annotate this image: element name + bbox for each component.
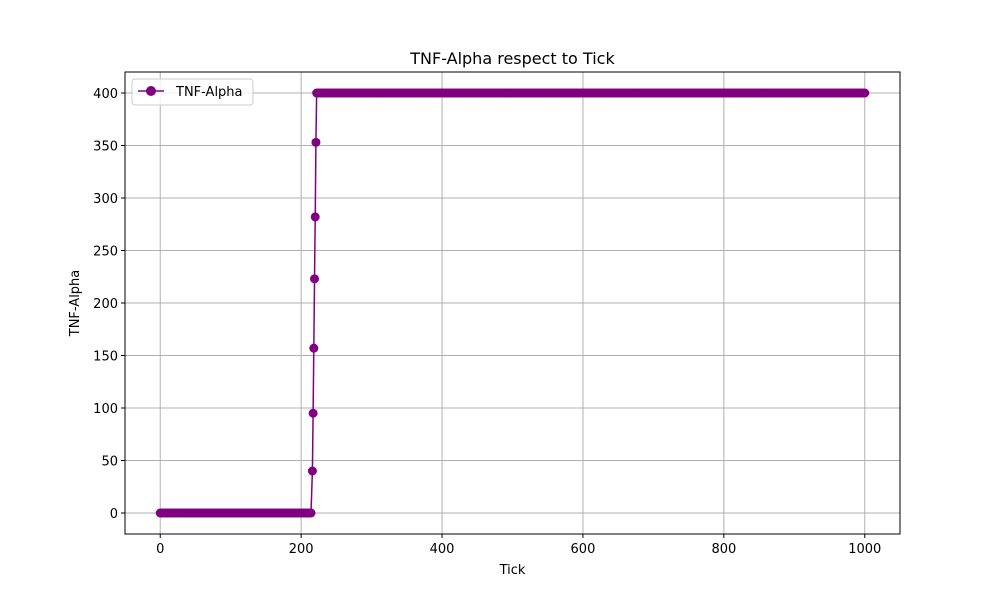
x-tick-label: 800 xyxy=(711,542,736,557)
x-tick-label: 600 xyxy=(571,542,596,557)
legend: TNF-Alpha xyxy=(131,78,254,106)
y-tick-label: 0 xyxy=(110,507,118,522)
data-point xyxy=(308,408,318,418)
data-point xyxy=(860,88,870,98)
y-tick-label: 350 xyxy=(93,140,118,155)
series-layer xyxy=(155,88,870,518)
x-axis-label: Tick xyxy=(499,563,526,578)
y-tick-label: 150 xyxy=(93,350,118,365)
y-tick-label: 200 xyxy=(93,297,118,312)
legend-marker-swatch xyxy=(146,86,156,96)
x-tick-label: 0 xyxy=(156,542,164,557)
data-point xyxy=(310,212,320,222)
y-tick-label: 300 xyxy=(93,192,118,207)
y-tick-label: 400 xyxy=(93,87,118,102)
y-tick-label: 50 xyxy=(101,455,118,470)
chart-title: TNF-Alpha respect to Tick xyxy=(409,49,615,68)
data-point xyxy=(309,343,319,353)
x-tick-label: 400 xyxy=(430,542,455,557)
x-tick-label: 200 xyxy=(289,542,314,557)
legend-box xyxy=(131,78,254,106)
data-point xyxy=(311,137,321,147)
tick-layer: 0 200 400 600 800 1000 0 50 100 150 200 250 300 350 40… xyxy=(93,87,881,557)
data-point xyxy=(306,508,316,518)
legend-label: TNF-Alpha xyxy=(175,85,243,100)
y-tick-label: 250 xyxy=(93,245,118,260)
x-tick-label: 1000 xyxy=(848,542,881,557)
data-point xyxy=(307,466,317,476)
y-tick-label: 100 xyxy=(93,402,118,417)
data-point xyxy=(310,274,320,284)
y-axis-label: TNF-Alpha xyxy=(68,270,83,338)
